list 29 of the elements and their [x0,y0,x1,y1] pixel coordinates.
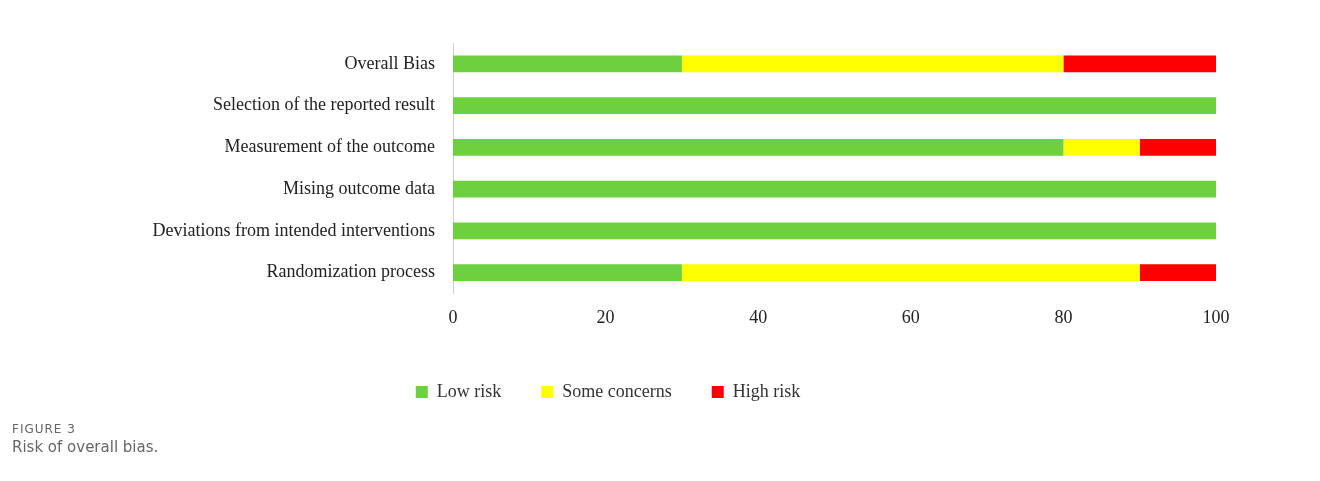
legend-label: High risk [732,380,801,401]
bar [1139,138,1216,156]
bar [1063,138,1140,156]
y-tick-label: Measurement of the outcome [224,136,435,157]
bar [453,264,682,281]
y-tick-label: Deviations from intended interventions [152,219,435,240]
x-tick-label: 20 [596,306,615,327]
bar [453,180,1216,198]
legend-label: Low risk [436,380,502,401]
y-tick-label: Overall Bias [344,52,435,73]
x-tick-label: 100 [1202,306,1230,327]
x-tick-label: 60 [901,306,920,327]
bar [453,138,1064,156]
text: Risk of overall bias. [12,438,159,456]
legend-label: Some concerns [562,380,672,401]
bar [681,264,1140,281]
x-tick-label: 80 [1054,306,1073,327]
x-tick-label: 0 [448,306,458,327]
y-tick-label: Mising outcome data [283,177,435,198]
y-tick-label: Randomization process [266,261,435,282]
caption: FIGURE 3 [12,422,77,436]
bar [453,222,1216,240]
y-tick-label: Selection of the reported result [213,94,435,115]
bar [1139,264,1216,281]
x-tick-label: 40 [749,306,768,327]
bar [453,55,682,73]
bar [453,97,1216,114]
bar [1063,55,1216,73]
bar [681,55,1064,73]
